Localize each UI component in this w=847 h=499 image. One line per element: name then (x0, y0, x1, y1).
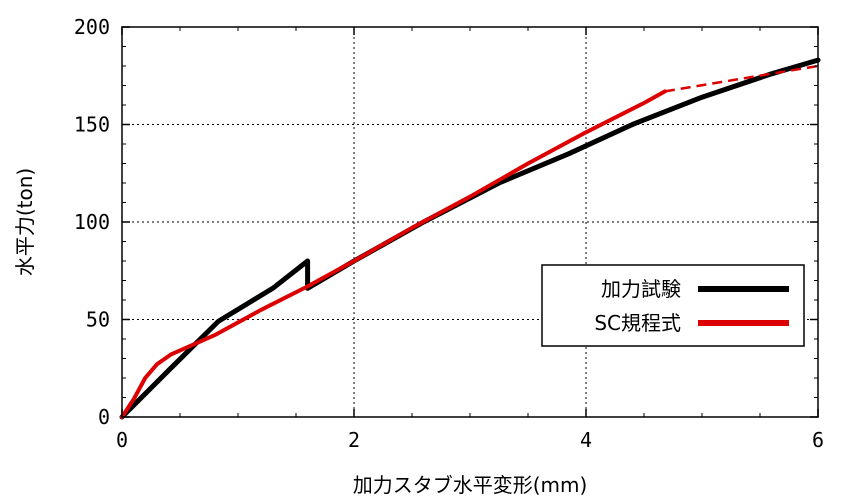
y-tick-label: 100 (74, 210, 110, 234)
legend-label-1: SC規程式 (594, 311, 681, 335)
tick-labels: 0 2 4 6 0 50 100 150 200 (74, 15, 824, 452)
y-axis-label: 水平力(ton) (13, 168, 37, 276)
x-axis-label: 加力スタブ水平変形(mm) (353, 473, 588, 497)
y-tick-label: 200 (74, 15, 110, 39)
y-tick-label: 150 (74, 113, 110, 137)
grid (122, 27, 818, 417)
series-extension-1 (664, 64, 819, 93)
x-tick-label: 0 (116, 428, 128, 452)
legend-label-0: 加力試験 (601, 277, 681, 301)
y-tick-label: 50 (86, 308, 110, 332)
series-line-0 (119, 57, 821, 420)
x-tick-label: 6 (812, 428, 824, 452)
legend-box (541, 264, 805, 347)
ticks (121, 26, 819, 418)
series-layer (119, 57, 821, 420)
legend: 加力試験 SC規程式 (541, 264, 805, 347)
series-line-1 (120, 89, 667, 419)
x-tick-label: 4 (580, 428, 592, 452)
x-tick-label: 2 (348, 428, 360, 452)
y-tick-label: 0 (98, 405, 110, 429)
